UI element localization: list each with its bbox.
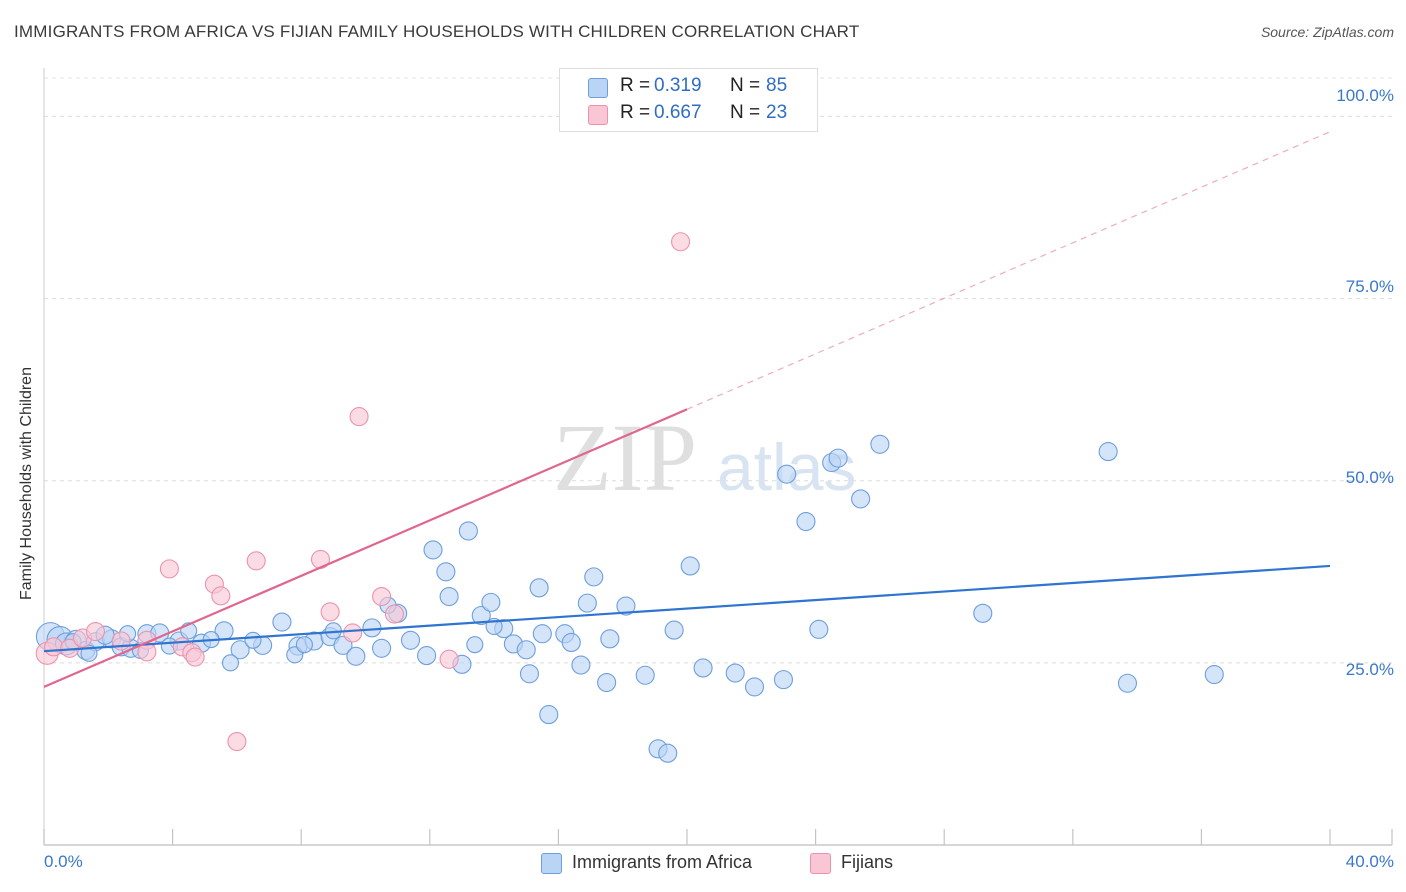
- africa-point[interactable]: [725, 663, 745, 683]
- africa-point[interactable]: [417, 646, 437, 666]
- africa-point[interactable]: [600, 629, 620, 649]
- africa-point[interactable]: [773, 670, 794, 690]
- africa-point[interactable]: [230, 640, 250, 660]
- source-credit: Source: ZipAtlas.com: [1260, 24, 1394, 40]
- legend-n-label: N =: [730, 102, 761, 123]
- legend-swatch-pink: [588, 105, 608, 125]
- africa-point[interactable]: [221, 654, 240, 672]
- trend-line-africa: [43, 564, 1331, 653]
- fijian-point[interactable]: [671, 232, 691, 252]
- africa-point[interactable]: [597, 672, 617, 693]
- africa-point[interactable]: [539, 705, 559, 725]
- africa-point[interactable]: [1098, 442, 1118, 462]
- fijian-point[interactable]: [384, 604, 404, 624]
- africa-point[interactable]: [1117, 673, 1138, 693]
- chart-title: IMMIGRANTS FROM AFRICA VS FIJIAN FAMILY …: [14, 22, 860, 41]
- africa-point[interactable]: [346, 646, 366, 666]
- africa-point[interactable]: [828, 448, 848, 468]
- legend-swatch-pink: [810, 853, 831, 874]
- legend-r-label: R =: [620, 75, 651, 96]
- axes-layer: [43, 68, 1393, 846]
- africa-point[interactable]: [973, 603, 993, 623]
- fijian-point[interactable]: [439, 649, 459, 669]
- trend-line-fijians-extrapolated: [686, 131, 1331, 410]
- africa-point[interactable]: [809, 619, 829, 639]
- africa-point[interactable]: [481, 592, 501, 612]
- africa-point[interactable]: [516, 640, 536, 660]
- africa-point[interactable]: [423, 540, 443, 560]
- africa-point[interactable]: [616, 596, 636, 616]
- africa-point[interactable]: [471, 605, 491, 626]
- correlation-legend: R = 0.319 N = 85 R = 0.667 N = 23: [559, 68, 818, 132]
- africa-point[interactable]: [561, 632, 581, 653]
- africa-point[interactable]: [796, 511, 816, 532]
- legend-r-value: 0.667: [654, 102, 702, 123]
- africa-point[interactable]: [571, 655, 591, 675]
- africa-point[interactable]: [532, 624, 552, 644]
- africa-point[interactable]: [635, 665, 655, 685]
- fijian-point[interactable]: [320, 602, 340, 622]
- africa-point[interactable]: [1204, 664, 1224, 685]
- africa-point[interactable]: [584, 567, 604, 587]
- africa-point[interactable]: [439, 587, 459, 607]
- legend-r-label: R =: [620, 102, 651, 123]
- y-axis-label: Family Households with Children: [18, 367, 35, 600]
- x-tick-label-left: 0.0%: [44, 852, 83, 871]
- trend-lines: [43, 131, 1331, 688]
- africa-point[interactable]: [577, 593, 597, 613]
- africa-point[interactable]: [466, 636, 484, 654]
- africa-point[interactable]: [362, 618, 382, 638]
- africa-point[interactable]: [658, 743, 678, 763]
- africa-point[interactable]: [744, 677, 765, 697]
- legend-swatch-blue: [588, 78, 608, 98]
- africa-point[interactable]: [680, 556, 700, 576]
- africa-point[interactable]: [372, 638, 392, 658]
- legend-label-fijians: Fijians: [841, 852, 894, 872]
- legend-r-value: 0.319: [654, 75, 702, 96]
- legend-n-value: 23: [766, 102, 788, 123]
- africa-point[interactable]: [458, 521, 478, 541]
- x-tick-label-right: 40.0%: [1345, 852, 1394, 871]
- fijian-point[interactable]: [185, 647, 205, 667]
- fijian-point[interactable]: [246, 551, 266, 571]
- watermark: ZIP atlas: [553, 404, 856, 511]
- legend-n-label: N =: [730, 75, 761, 96]
- series-immigrants-from-africa: [35, 434, 1224, 763]
- africa-point[interactable]: [664, 620, 684, 640]
- fijian-point[interactable]: [85, 621, 105, 642]
- fijian-point[interactable]: [343, 623, 363, 643]
- fijian-point[interactable]: [227, 731, 247, 752]
- fijian-point[interactable]: [211, 586, 231, 606]
- legend-swatch-blue: [541, 853, 562, 874]
- y-tick-label-100: 100.0%: [1336, 86, 1394, 105]
- fijian-point[interactable]: [372, 587, 392, 607]
- legend-label-africa: Immigrants from Africa: [572, 852, 753, 872]
- africa-point[interactable]: [244, 631, 262, 649]
- fijian-point[interactable]: [349, 407, 369, 427]
- africa-point[interactable]: [295, 636, 313, 654]
- legend-n-value: 85: [766, 75, 788, 96]
- africa-point[interactable]: [436, 562, 456, 582]
- africa-point[interactable]: [693, 658, 713, 678]
- fijian-point[interactable]: [159, 559, 179, 579]
- africa-point[interactable]: [851, 489, 871, 509]
- africa-point[interactable]: [272, 612, 292, 632]
- africa-point[interactable]: [870, 434, 890, 454]
- fijian-point[interactable]: [44, 637, 64, 657]
- y-tick-label-50: 50.0%: [1345, 468, 1394, 487]
- africa-point[interactable]: [777, 464, 797, 484]
- africa-point[interactable]: [400, 630, 421, 650]
- y-tick-label-75: 75.0%: [1345, 277, 1394, 296]
- africa-point[interactable]: [529, 578, 549, 598]
- africa-point[interactable]: [519, 664, 540, 684]
- y-tick-label-25: 25.0%: [1345, 660, 1394, 679]
- trend-line-fijians: [43, 408, 688, 688]
